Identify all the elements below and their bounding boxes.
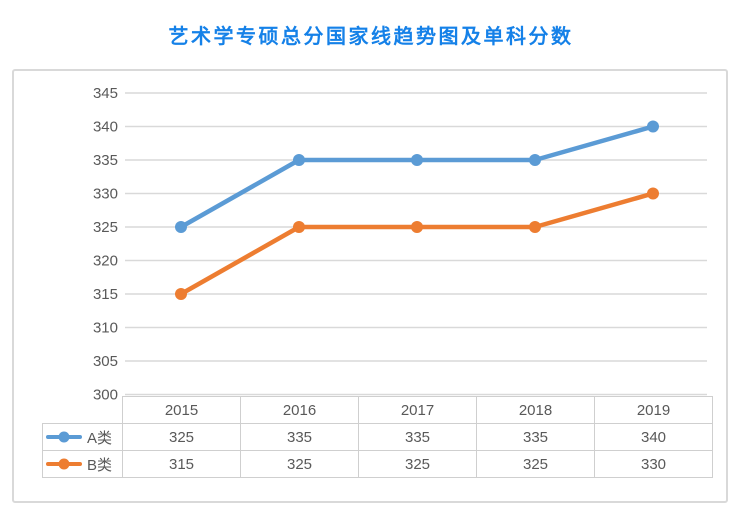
value-cell: 335	[240, 423, 359, 451]
year-header: 2016	[240, 396, 359, 424]
series-name-label: B类	[87, 456, 113, 474]
value-cell: 335	[476, 423, 595, 451]
value-cell: 315	[122, 450, 241, 478]
data-point-marker	[647, 187, 659, 200]
value-cell: 335	[358, 423, 477, 451]
data-table: 2015 2016 2017 2018 2019 A类 325 335 335 335 340 B类 3…	[42, 396, 713, 478]
y-axis-tick-label: 345	[93, 85, 118, 102]
value-cell: 325	[240, 450, 359, 478]
value-cell: 325	[358, 450, 477, 478]
chart-title: 艺术学专硕总分国家线趋势图及单科分数	[168, 26, 574, 48]
y-axis-tick-label: 315	[93, 286, 118, 303]
value-cell: 325	[122, 423, 241, 451]
year-header: 2019	[594, 396, 713, 424]
y-axis-tick-label: 300	[93, 387, 118, 404]
data-point-marker	[175, 288, 187, 300]
value-cell: 340	[594, 423, 713, 451]
table-row: A类 325 335 335 335 340	[42, 423, 713, 451]
data-point-marker	[175, 221, 187, 233]
year-header: 2015	[122, 396, 241, 424]
table-row: B类 315 325 325 325 330	[42, 450, 713, 478]
data-point-marker	[411, 221, 423, 233]
value-cell: 330	[594, 450, 713, 478]
data-point-marker	[529, 154, 541, 166]
trend-line-chart: 345 340 335 330 325 320 315 310 305 300	[93, 85, 707, 404]
y-axis-tick-label: 340	[93, 119, 118, 136]
chart-container: 345 340 335 330 325 320 315 310 305 300 2015 2016 2…	[12, 69, 728, 503]
y-axis-tick-label: 325	[93, 219, 118, 236]
y-axis-tick-label: 320	[93, 253, 118, 270]
value-cell: 325	[476, 450, 595, 478]
y-axis-tick-label: 335	[93, 152, 118, 169]
legend-cell: A类	[42, 423, 123, 451]
legend-dot-icon	[58, 431, 70, 443]
table-corner-blank	[43, 397, 123, 424]
legend-line-marker-icon	[46, 431, 82, 443]
legend-cell: B类	[42, 450, 123, 478]
y-axis-tick-label: 330	[93, 186, 118, 203]
legend-dot-icon	[58, 458, 70, 470]
data-point-marker	[529, 221, 541, 233]
data-table-body: 2015 2016 2017 2018 2019 A类 325 335 335 335 340 B类 3…	[42, 396, 713, 478]
table-header-row: 2015 2016 2017 2018 2019	[43, 396, 713, 424]
data-point-marker	[293, 154, 305, 166]
year-header: 2018	[476, 396, 595, 424]
legend-key: A类	[43, 427, 122, 448]
series-name-label: A类	[87, 429, 113, 447]
legend-line-marker-icon	[46, 458, 82, 470]
y-axis-tick-label: 310	[93, 320, 118, 337]
data-point-marker	[647, 120, 659, 133]
legend-key: B类	[43, 454, 122, 475]
series-line	[178, 191, 656, 297]
data-table-wrap: 2015 2016 2017 2018 2019 A类 325 335 335 335 340 B类 3…	[42, 396, 713, 478]
year-header: 2017	[358, 396, 477, 424]
y-axis-tick-label: 305	[93, 353, 118, 370]
data-point-marker	[411, 154, 423, 166]
data-point-marker	[293, 221, 305, 233]
